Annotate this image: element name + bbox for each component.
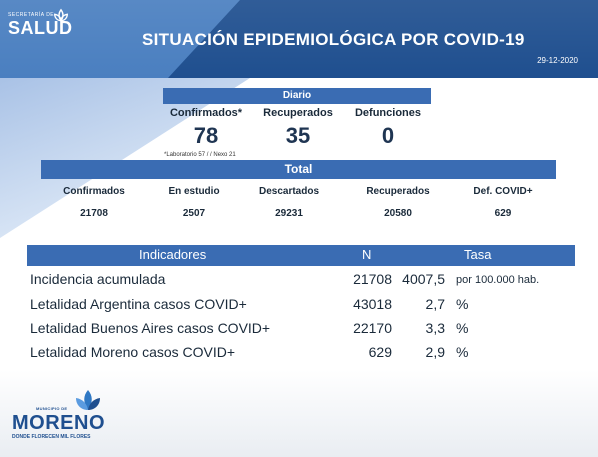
- bottom-gradient: [0, 370, 598, 457]
- indicador-row: Incidencia acumulada 21708 4007,5 por 10…: [27, 271, 575, 293]
- total-confirmados-label: Confirmados: [63, 186, 125, 197]
- indicador-name: Letalidad Argentina casos COVID+: [30, 296, 247, 312]
- diario-confirmados: Confirmados* 78: [158, 107, 254, 149]
- indicador-n: 21708: [353, 271, 392, 287]
- total-def-covid-value: 629: [494, 208, 512, 219]
- salud-logo-text: SALUD: [8, 18, 73, 38]
- indicador-n: 22170: [353, 320, 392, 336]
- indicador-unidad: %: [456, 344, 469, 360]
- diario-header: Diario: [163, 88, 431, 104]
- total-recuperados-label: Recuperados: [366, 186, 430, 197]
- n-header-label: N: [362, 247, 372, 262]
- diario-footnote: *Laboratorio 57 / / Nexo 21: [164, 152, 236, 158]
- total-en-estudio-value: 2507: [182, 208, 206, 219]
- indicador-unidad: %: [456, 320, 469, 336]
- indicadores-header: Indicadores N Tasa: [27, 245, 575, 266]
- indicadores-header-label: Indicadores: [139, 247, 207, 262]
- salud-logo-small-text: SECRETARÍA DE: [8, 12, 55, 18]
- diario-defunciones-value: 0: [381, 123, 395, 148]
- header-banner: [0, 0, 598, 78]
- indicador-row: Letalidad Argentina casos COVID+ 43018 2…: [27, 296, 575, 318]
- diario-recuperados-label: Recuperados: [263, 107, 333, 119]
- page-title: SITUACIÓN EPIDEMIOLÓGICA POR COVID-19: [142, 30, 525, 49]
- total-descartados-value: 29231: [275, 208, 303, 219]
- flower-icon: [54, 8, 68, 22]
- moreno-logo: MUNICIPIO DE MORENO DONDE FLORECEN MIL F…: [10, 388, 130, 448]
- indicador-tasa: 3,3: [425, 320, 445, 336]
- indicador-n: 43018: [353, 296, 392, 312]
- diario-recuperados-value: 35: [285, 123, 311, 148]
- moreno-name: MORENO: [12, 412, 105, 434]
- indicador-name: Letalidad Moreno casos COVID+: [30, 344, 236, 360]
- tasa-header-label: Tasa: [464, 247, 492, 262]
- indicador-row: Letalidad Moreno casos COVID+ 629 2,9 %: [27, 344, 575, 366]
- total-header: Total: [41, 160, 556, 179]
- total-en-estudio-label: En estudio: [168, 186, 220, 197]
- total-def-covid-label: Def. COVID+: [473, 186, 533, 197]
- total-recuperados-value: 20580: [384, 208, 412, 219]
- indicador-row: Letalidad Buenos Aires casos COVID+ 2217…: [27, 320, 575, 342]
- diario-confirmados-label: Confirmados*: [169, 107, 243, 119]
- indicador-name: Letalidad Buenos Aires casos COVID+: [30, 320, 271, 336]
- moreno-municipio-text: MUNICIPIO DE: [36, 406, 68, 411]
- total-confirmados-value: 21708: [80, 208, 108, 219]
- banner-gloss: [0, 0, 598, 78]
- diario-confirmados-value: 78: [193, 123, 219, 148]
- salud-logo: SECRETARÍA DE SALUD: [8, 12, 73, 38]
- indicador-unidad: por 100.000 hab.: [456, 274, 540, 286]
- total-descartados-label: Descartados: [258, 186, 320, 197]
- diario-defunciones-label: Defunciones: [354, 107, 421, 119]
- indicador-name: Incidencia acumulada: [30, 271, 166, 287]
- indicador-n: 629: [368, 344, 392, 360]
- diario-recuperados: Recuperados 35: [252, 107, 344, 149]
- report-date: 29-12-2020: [537, 56, 578, 65]
- indicador-unidad: %: [456, 296, 469, 312]
- indicador-tasa: 4007,5: [402, 271, 445, 287]
- indicador-tasa: 2,9: [425, 344, 445, 360]
- diario-defunciones: Defunciones 0: [344, 107, 432, 149]
- indicador-tasa: 2,7: [425, 296, 445, 312]
- moreno-tagline: DONDE FLORECEN MIL FLORES: [12, 434, 91, 440]
- moreno-flower-icon: [76, 390, 100, 410]
